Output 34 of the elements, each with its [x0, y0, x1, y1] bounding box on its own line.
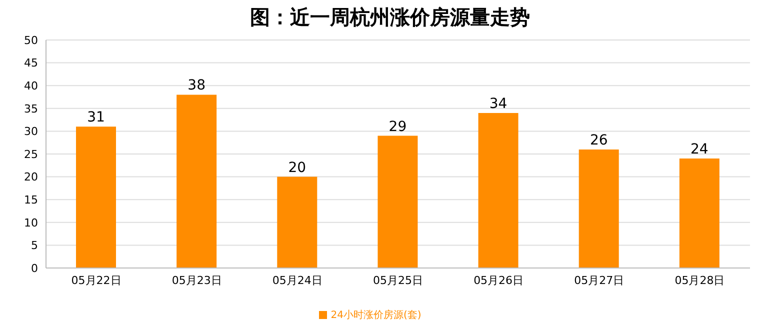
x-tick-label: 05月26日 [474, 274, 524, 287]
x-tick-label: 05月27日 [574, 274, 624, 287]
y-tick-label: 10 [24, 216, 38, 230]
data-label: 26 [590, 132, 608, 148]
data-label: 34 [489, 96, 508, 112]
y-tick-label: 40 [24, 80, 38, 93]
bar [578, 149, 619, 268]
chart-title: 图：近一周杭州涨价房源量走势 [249, 4, 531, 31]
y-tick-label: 15 [24, 194, 38, 207]
y-tick-label: 20 [24, 170, 38, 184]
data-label: 24 [690, 142, 708, 158]
x-tick-label: 05月28日 [674, 274, 725, 287]
data-label: 38 [188, 78, 206, 94]
y-tick-label: 0 [31, 262, 38, 275]
bar [478, 112, 518, 268]
legend-label: 24小时涨价房源(套) [330, 310, 422, 321]
bar [76, 126, 116, 268]
bar [378, 136, 418, 268]
bar [277, 176, 318, 268]
data-label: 31 [87, 110, 105, 126]
y-tick-label: 50 [24, 34, 38, 47]
y-tick-label: 5 [31, 239, 38, 252]
x-tick-label: 05月22日 [71, 274, 122, 287]
y-tick-label: 30 [24, 125, 38, 138]
bar [176, 94, 217, 268]
x-tick-label: 05月24日 [272, 274, 322, 287]
bar [679, 158, 720, 268]
y-tick-label: 35 [24, 102, 38, 116]
x-tick-label: 05月23日 [172, 274, 222, 287]
y-tick-label: 45 [24, 56, 38, 70]
x-tick-label: 05月25日 [373, 274, 423, 287]
y-tick-label: 25 [24, 148, 38, 161]
data-label: 20 [288, 160, 306, 176]
data-label: 29 [388, 118, 407, 135]
